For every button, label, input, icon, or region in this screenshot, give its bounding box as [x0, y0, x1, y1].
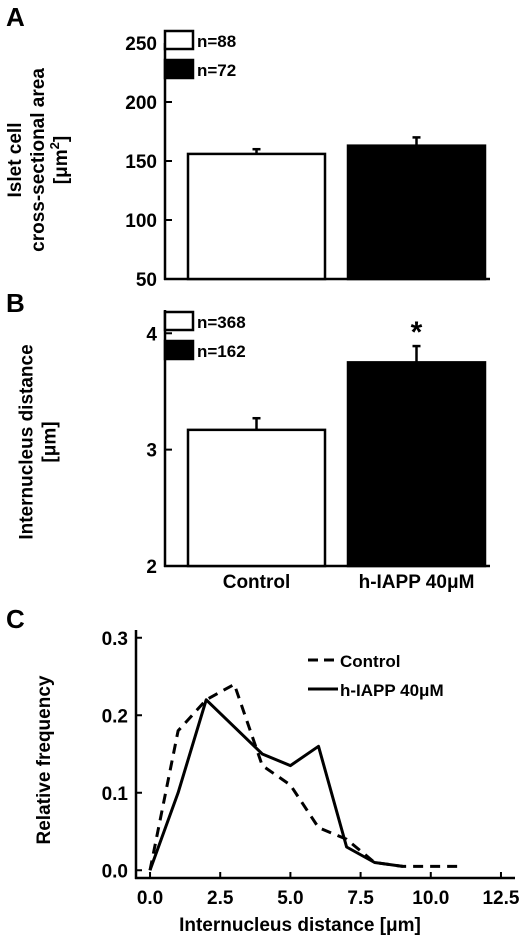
legend-label: h-IAPP 40μM	[340, 681, 444, 700]
y-tick-label: 2	[146, 557, 157, 578]
x-tick-label: 10.0	[412, 888, 449, 909]
legend-swatch	[163, 58, 195, 80]
x-tick-label: 12.5	[482, 888, 519, 909]
significance-marker: *	[411, 316, 423, 349]
y-tick-label: 100	[125, 211, 157, 232]
y-tick-label: 250	[125, 34, 157, 55]
panel-c: C 0.0 0.1 0.2 0.3 0.0 2.5 5.0 7.5 10.0 12.5 Internu…	[6, 604, 520, 936]
panel-letter: A	[6, 2, 25, 32]
legend-label: n=368	[197, 313, 246, 332]
series-line-1	[148, 682, 459, 871]
y-tick-label: 150	[125, 152, 157, 173]
category-label: h-IAPP 40μM	[359, 572, 475, 593]
y-tick-label: 0.3	[102, 629, 128, 650]
panel-a: A 50 100 150 200 250 Islet cell cross-sectional…	[5, 2, 490, 291]
legend-swatch	[163, 29, 195, 51]
panel-letter: B	[6, 288, 25, 318]
panel-letter: C	[6, 604, 25, 634]
y-axis-label: Islet cell	[5, 123, 26, 198]
x-tick-label: 5.0	[277, 888, 303, 909]
bar-1	[186, 152, 327, 281]
y-axis-label: Internucleus distance	[17, 344, 38, 539]
y-axis-label: Relative frequency	[34, 675, 55, 844]
legend-label: Control	[340, 652, 400, 671]
y-axis-label: cross-sectional area	[28, 68, 49, 252]
y-axis-unit: [μm2]	[47, 136, 72, 184]
y-tick-label: 0.2	[102, 706, 128, 727]
legend-label: n=162	[197, 342, 246, 361]
bar-2	[346, 361, 487, 568]
x-axis-label: Internucleus distance [μm]	[179, 915, 421, 936]
x-tick-label: 2.5	[207, 888, 234, 909]
bar-1	[186, 428, 327, 568]
y-tick-label: 4	[146, 324, 157, 345]
x-tick-label: 7.5	[347, 888, 374, 909]
y-tick-label: 200	[125, 93, 157, 114]
y-tick-label: 50	[136, 270, 157, 291]
legend-swatch	[163, 310, 195, 332]
category-label: Control	[223, 572, 291, 593]
legend-label: n=88	[197, 32, 236, 51]
y-axis-unit: [μm]	[40, 421, 61, 462]
panel-b: B 2 3 4 Internucleus distance [μm] * n=368 n=162…	[6, 288, 490, 593]
bar-2	[346, 144, 487, 281]
y-tick-label: 0.0	[102, 861, 128, 882]
legend-swatch	[163, 339, 195, 361]
series-line-2	[148, 698, 403, 871]
y-tick-label: 0.1	[102, 784, 129, 805]
x-tick-label: 0.0	[137, 888, 163, 909]
y-tick-label: 3	[146, 441, 157, 462]
legend-label: n=72	[197, 61, 236, 80]
